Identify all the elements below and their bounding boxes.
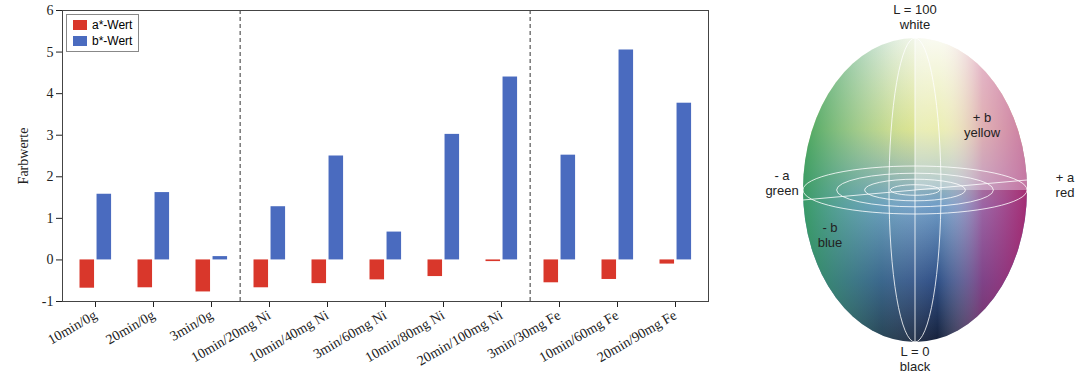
svg-text:20min/90mg Fe: 20min/90mg Fe xyxy=(595,307,680,365)
svg-text:Farbwerte: Farbwerte xyxy=(16,128,31,185)
svg-text:4: 4 xyxy=(47,86,54,101)
svg-text:- bblue: - bblue xyxy=(818,220,843,250)
svg-text:10min/0g: 10min/0g xyxy=(45,307,99,347)
svg-text:20min/100mg Ni: 20min/100mg Ni xyxy=(414,307,506,369)
html-text:b*-Wert: b*-Wert xyxy=(92,34,133,48)
svg-text:+ ared: + ared xyxy=(1056,170,1075,200)
svg-text:10min/40mg Ni: 10min/40mg Ni xyxy=(246,307,332,365)
svg-text:2: 2 xyxy=(47,169,54,184)
svg-text:1: 1 xyxy=(47,211,54,226)
svg-text:20min/0g: 20min/0g xyxy=(103,307,157,347)
svg-text:-1: -1 xyxy=(42,294,54,309)
svg-text:6: 6 xyxy=(47,3,54,18)
svg-text:10min/60mg Fe: 10min/60mg Fe xyxy=(536,307,622,365)
svg-text:3min/60mg Ni: 3min/60mg Ni xyxy=(310,307,390,362)
svg-text:10min/80mg Ni: 10min/80mg Ni xyxy=(362,307,448,365)
html-text:a*-Wert: a*-Wert xyxy=(92,18,133,32)
svg-text:- agreen: - agreen xyxy=(765,168,798,198)
svg-text:5: 5 xyxy=(47,45,54,60)
svg-text:3min/30mg Fe: 3min/30mg Fe xyxy=(484,307,564,362)
svg-text:3min/0g: 3min/0g xyxy=(167,307,215,343)
svg-text:0: 0 xyxy=(47,252,54,267)
svg-text:L = 0black: L = 0black xyxy=(900,344,931,374)
svg-text:10min/20mg Ni: 10min/20mg Ni xyxy=(188,307,274,365)
svg-text:3: 3 xyxy=(47,128,54,143)
svg-text:+ byellow: + byellow xyxy=(964,110,1001,140)
svg-text:L = 100white: L = 100white xyxy=(893,2,936,32)
